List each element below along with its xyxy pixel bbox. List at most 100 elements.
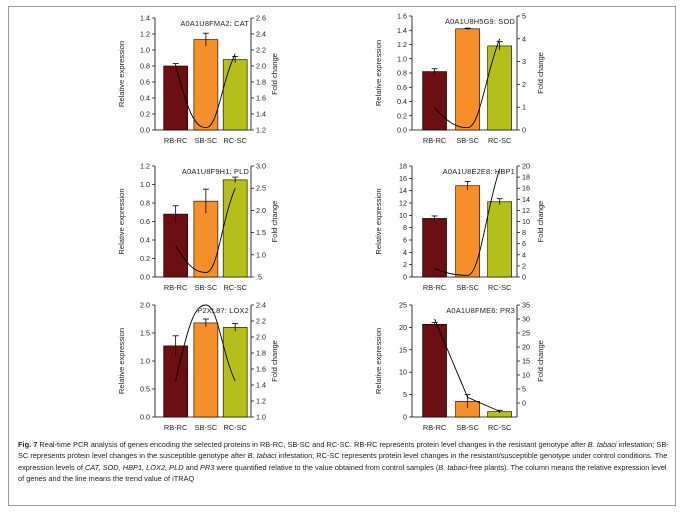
category-label: RB-RC xyxy=(423,283,447,292)
y2-tick-label: 3 xyxy=(522,57,526,66)
bar-sb-sc xyxy=(193,322,219,418)
y2-tick-label: 4 xyxy=(522,34,526,43)
y2-tick-label: 20 xyxy=(522,162,530,171)
y2-tick-label: 1.0 xyxy=(256,250,266,259)
y-tick-label: 0.2 xyxy=(140,110,150,119)
y2-tick-label: 2 xyxy=(522,80,526,89)
chart-title: A0A1U8H5G9: SOD xyxy=(445,17,515,26)
category-label: RB-RC xyxy=(164,423,188,432)
chart-panel-2: 0.0 0.2 0.4 0.6 0.8 1.0 1.2 1.4 1.6 0 1 2 3 4 5 Relativ… xyxy=(374,12,545,146)
y2-tick-label: 8 xyxy=(522,228,526,237)
y-tick-label: 8 xyxy=(403,223,407,232)
y2-tick-label: 0 xyxy=(522,399,526,408)
caption-text-4: and xyxy=(183,462,200,472)
category-label: RC-SC xyxy=(488,423,512,432)
y2-tick-label: 5 xyxy=(522,385,526,394)
bar-rb-rc xyxy=(422,218,447,278)
y-tick-label: 25 xyxy=(399,301,407,310)
y2-tick-label: 1.6 xyxy=(256,94,266,103)
category-label: SB-SC xyxy=(456,136,479,145)
caption-italic-4: PR3 xyxy=(200,462,215,472)
y2-tick-label: 4 xyxy=(522,250,526,259)
caption-text-6: -free plants). The column means the rela… xyxy=(18,462,667,484)
bar-rb-rc xyxy=(163,345,188,418)
y2-tick-label: 2.2 xyxy=(256,46,266,55)
y2-tick-label: 5 xyxy=(522,12,526,21)
y-tick-label: 1.5 xyxy=(140,329,150,338)
figure-caption: Fig. 7 Real-time PCR analysis of genes e… xyxy=(18,439,670,485)
y2-tick-label: 2 xyxy=(522,261,526,270)
y-tick-label: 0 xyxy=(403,413,407,422)
chart-title: P2XL87: LOX2 xyxy=(197,306,249,315)
category-label: SB-SC xyxy=(195,136,218,145)
y2-tick-label: 3.0 xyxy=(256,162,266,171)
y-tick-label: 0.8 xyxy=(140,62,150,71)
y-tick-label: 1.2 xyxy=(140,162,150,171)
caption-text-1: Real-time PCR analysis of genes encoding… xyxy=(37,440,588,449)
y2-tick-label: 16 xyxy=(522,184,530,193)
y-tick-label: 14 xyxy=(399,186,407,195)
y-tick-label: 0 xyxy=(403,273,407,282)
chart-title: A0A1U8E2E8: HBP1 xyxy=(443,167,515,176)
category-label: RC-SC xyxy=(223,283,247,292)
y-tick-label: 0.0 xyxy=(397,126,407,135)
y-tick-label: 0.6 xyxy=(140,217,150,226)
y-axis-label: Relative expression xyxy=(374,328,383,394)
bar-rc-sc xyxy=(487,45,512,131)
y2-axis-label: Fold change xyxy=(536,201,545,243)
y-tick-label: 0.0 xyxy=(140,273,150,282)
y2-tick-label: 1.4 xyxy=(256,110,266,119)
y2-tick-label: 1.0 xyxy=(256,413,266,422)
category-label: RC-SC xyxy=(223,136,247,145)
y-tick-label: 2.0 xyxy=(140,301,150,310)
y2-tick-label: 1.4 xyxy=(256,381,266,390)
y2-axis-label: Fold change xyxy=(270,201,279,243)
y2-tick-label: 25 xyxy=(522,329,530,338)
y2-tick-label: 30 xyxy=(522,315,530,324)
caption-text-5: were quantified relative to the value ob… xyxy=(214,462,439,472)
y-tick-label: 6 xyxy=(403,236,407,245)
y2-tick-label: 1.5 xyxy=(256,228,266,237)
bar-rc-sc xyxy=(222,59,248,131)
y2-tick-label: 1.8 xyxy=(256,349,266,358)
y2-tick-label: 2.0 xyxy=(256,206,266,215)
y-tick-label: 1.4 xyxy=(140,14,150,23)
y-tick-label: 2 xyxy=(403,260,407,269)
caption-text-3: infestation; RC-SC represents protein le… xyxy=(18,451,668,472)
y-tick-label: 18 xyxy=(399,162,407,171)
y-tick-label: 1.0 xyxy=(140,46,150,55)
y2-tick-label: 2.4 xyxy=(256,30,266,39)
category-label: RB-RC xyxy=(423,423,447,432)
y-tick-label: 10 xyxy=(399,368,407,377)
y-tick-label: 0.0 xyxy=(140,126,150,135)
y-tick-label: 1.0 xyxy=(140,180,150,189)
trend-line xyxy=(175,304,236,382)
category-label: SB-SC xyxy=(456,423,479,432)
chart-panel-6: 0 5 10 15 20 25 0 5 10 15 20 25 30 35 Relative express… xyxy=(374,301,545,433)
y2-tick-label: 2.0 xyxy=(256,62,266,71)
category-label: SB-SC xyxy=(456,283,479,292)
bar-rb-rc xyxy=(422,323,447,418)
y2-tick-label: 2.0 xyxy=(256,333,266,342)
caption-italic-2: B. tabaci xyxy=(247,451,277,461)
y-tick-label: 0.8 xyxy=(397,69,407,78)
y2-tick-label: 1.2 xyxy=(256,397,266,406)
y-axis-label: Relative expression xyxy=(374,40,383,106)
y-tick-label: 0.6 xyxy=(140,78,150,87)
category-label: RB-RC xyxy=(164,283,188,292)
bar-sb-sc xyxy=(455,185,480,278)
y2-tick-label: 2.5 xyxy=(256,184,266,193)
y-axis-label: Relative expression xyxy=(374,188,383,254)
y2-tick-label: 2.2 xyxy=(256,317,266,326)
y-tick-label: 20 xyxy=(399,323,407,332)
chart-panel-4: 0 2 4 6 8 10 12 14 16 18 0 2 4 6 8 10 12 14 16 18 20 Relative… xyxy=(374,162,545,293)
category-label: RB-RC xyxy=(164,136,188,145)
y2-tick-label: 18 xyxy=(522,173,530,182)
caption-italic-1: B. tabaci xyxy=(587,440,617,449)
chart-title: A0A1U8FME6: PR3 xyxy=(446,306,515,315)
y2-tick-label: 0 xyxy=(522,126,526,135)
chart-title: A0A1U8FMA2: CAT xyxy=(180,19,249,28)
category-label: RB-RC xyxy=(423,136,447,145)
y-tick-label: 4 xyxy=(403,248,407,257)
y2-tick-label: 2.4 xyxy=(256,301,266,310)
